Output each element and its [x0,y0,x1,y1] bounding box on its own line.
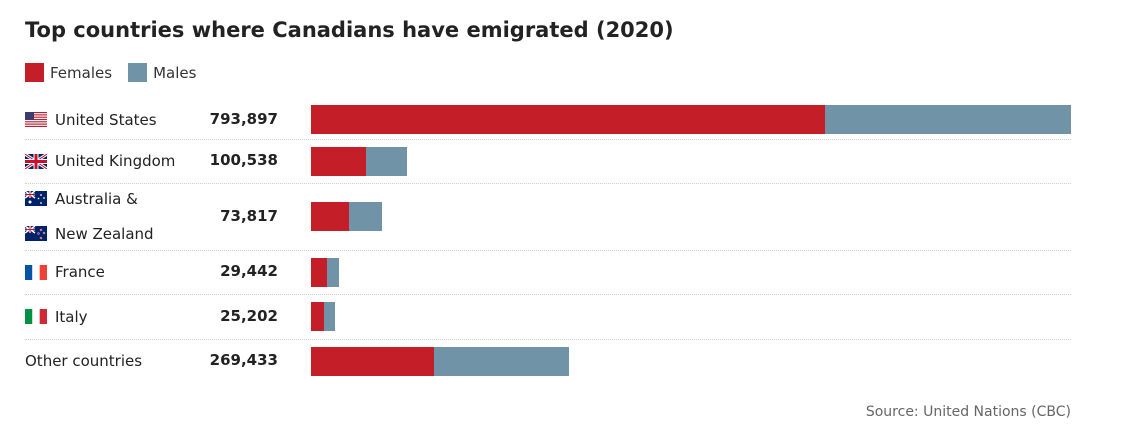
uk-flag-icon [24,152,48,170]
legend-label-males: Males [153,63,197,82]
category-label-text: France [55,263,105,281]
legend-swatch-females [25,63,44,82]
row-other-countries: Other countries 269,433 [25,339,1071,383]
bar-france [311,257,340,287]
legend-label-females: Females [50,63,113,82]
bar-segment-females-united-states [311,105,826,134]
total-label-united-states: 793,897 [209,109,278,128]
category-label-text: Other countries [25,352,143,370]
au-flag-icon [24,190,47,206]
us-flag-icon [25,112,47,127]
source-note: Source: United Nations (CBC) [865,404,1071,420]
legend-swatch-males [128,63,148,82]
category-label-line: Australia & [24,181,138,216]
total-label-other-countries: 269,433 [209,351,278,369]
bar-segment-males-italy [324,302,336,331]
chart-title: Top countries where Canadians have emigr… [25,18,674,42]
bar-australia-new-zealand [311,202,382,231]
france-flag-icon [25,264,47,280]
row-france: France 29,442 [25,250,1071,295]
category-label-france: France [25,250,105,294]
category-label-text: Australia & [55,189,138,208]
category-label-text: Italy [55,307,88,326]
total-label-australia-new-zealand: 73,817 [220,206,278,225]
row-italy: Italy 25,202 [25,294,1071,340]
bar-segment-males-france [327,257,340,287]
row-australia-new-zealand: Australia & New Zealand 73,817 [24,181,1071,251]
italy-flag-icon [25,309,47,324]
bar-segment-males-australia-new-zealand [349,202,382,231]
legend-item-males: Males [128,63,196,82]
bar-segment-males-united-states [825,105,1071,134]
bar-other-countries [311,346,569,376]
total-label-france: 29,442 [220,262,278,280]
bar-segment-females-other-countries [311,346,434,376]
total-label-united-kingdom: 100,538 [209,151,278,169]
bar-segment-females-united-kingdom [311,146,366,176]
category-label-united-kingdom: United Kingdom [24,139,176,183]
legend: Females Males [25,63,212,82]
nz-flag-icon [24,225,47,241]
bar-segment-females-italy [311,302,325,331]
bar-italy [311,302,336,331]
bar-united-states [311,105,1071,134]
category-label-text: New Zealand [55,224,154,243]
bar-united-kingdom [311,146,408,176]
category-label-text: United Kingdom [55,152,176,170]
bar-segment-females-france [311,257,328,287]
bar-segment-males-united-kingdom [365,146,408,176]
category-label-australia-new-zealand: Australia & New Zealand [24,181,154,251]
category-label-line: New Zealand [24,216,154,251]
category-label-other-countries: Other countries [25,339,142,383]
total-label-italy: 25,202 [220,306,278,325]
row-united-kingdom: United Kingdom 100,538 [24,139,1071,184]
row-united-states: United States 793,897 [25,100,1071,140]
category-label-text: United States [55,110,157,129]
bar-segment-males-other-countries [433,346,569,376]
bar-segment-females-australia-new-zealand [311,202,350,231]
legend-item-females: Females [25,63,112,82]
category-label-united-states: United States [25,100,157,139]
category-label-italy: Italy [25,294,88,339]
